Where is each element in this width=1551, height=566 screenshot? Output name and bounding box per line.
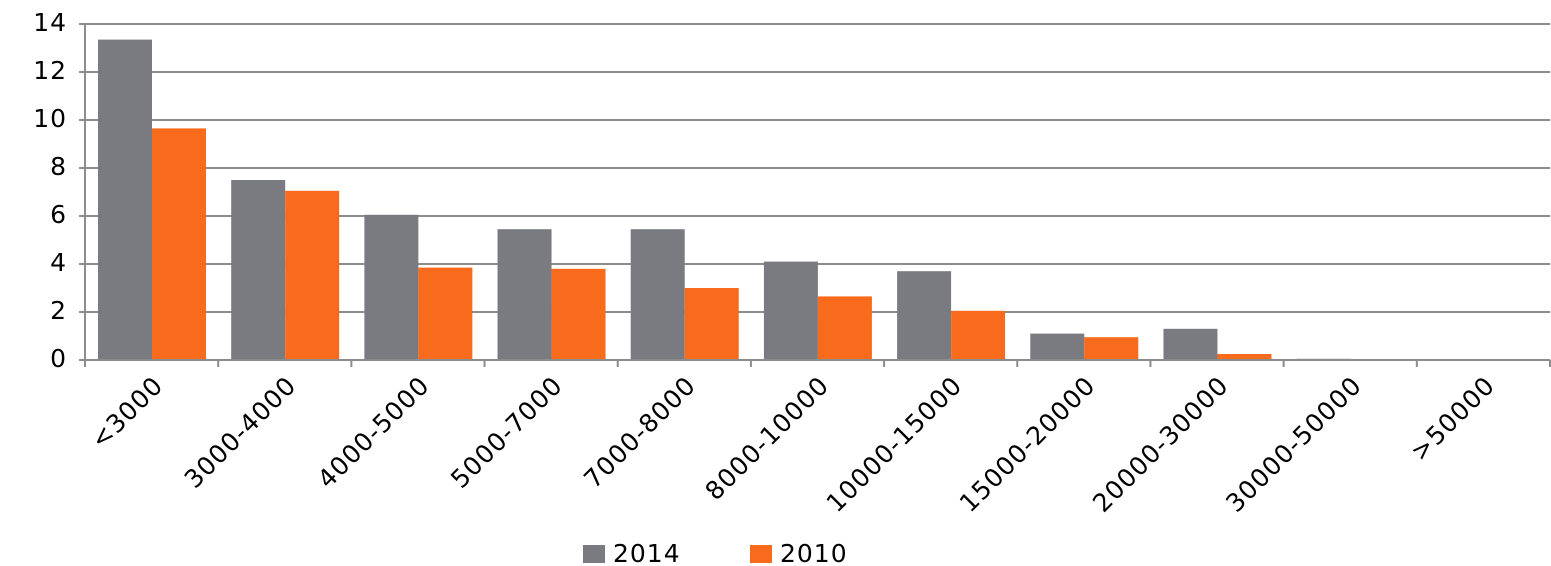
bar: [98, 39, 152, 360]
legend-swatch: [750, 545, 772, 563]
x-tick-label: 10000-15000: [821, 371, 968, 518]
bar: [630, 229, 685, 360]
bar: [897, 271, 952, 360]
y-tick-label: 14: [33, 8, 67, 37]
bar: [1217, 354, 1272, 360]
legend-label: 2010: [780, 539, 848, 566]
bar: [951, 310, 1006, 360]
legend-label: 2014: [613, 539, 681, 566]
x-tick-label: 5000-7000: [445, 371, 568, 494]
x-tick-label: >50000: [1405, 371, 1501, 467]
bar: [152, 128, 206, 360]
bar: [364, 214, 419, 360]
bar: [817, 296, 872, 360]
y-tick-label: 6: [50, 200, 67, 229]
x-tick-label: 3000-4000: [179, 371, 302, 494]
legend-swatch: [583, 545, 605, 563]
bar: [1163, 328, 1218, 360]
bar: [684, 288, 739, 360]
bar: [231, 180, 286, 360]
bar: [418, 267, 473, 360]
y-tick-label: 10: [33, 104, 67, 133]
x-tick-label: 15000-20000: [954, 371, 1101, 518]
x-tick-label: 8000-10000: [700, 371, 835, 506]
y-tick-label: 12: [33, 56, 67, 85]
bar: [1084, 337, 1139, 360]
bar: [285, 190, 340, 360]
y-tick-label: 2: [50, 296, 67, 325]
x-tick-label: 20000-30000: [1087, 371, 1234, 518]
bar: [551, 268, 606, 360]
y-tick-label: 0: [50, 344, 67, 373]
x-tick-label: <3000: [85, 371, 169, 455]
bar: [763, 261, 818, 360]
bar: [1030, 333, 1085, 360]
x-tick-label: 7000-8000: [578, 371, 701, 494]
x-tick-label: 4000-5000: [312, 371, 435, 494]
y-tick-label: 8: [50, 152, 67, 181]
y-tick-label: 4: [50, 248, 67, 277]
x-tick-label: 30000-50000: [1220, 371, 1367, 518]
bar: [497, 229, 552, 360]
